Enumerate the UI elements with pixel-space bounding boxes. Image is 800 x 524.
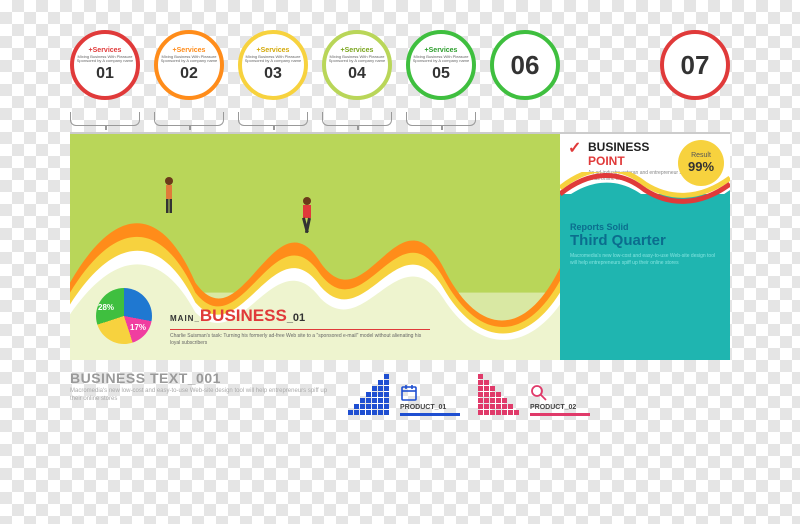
brace	[238, 112, 308, 126]
product-01: PRODUCT_01	[348, 370, 460, 416]
brace-row	[70, 112, 730, 126]
product-rule	[530, 413, 590, 416]
service-tag: +Services	[89, 47, 122, 54]
footer-caption: Macromedia's new low-cost and easy-to-us…	[70, 388, 330, 404]
search-icon	[530, 384, 548, 402]
mb-suffix: _01	[287, 312, 305, 324]
product-02-chart	[478, 370, 524, 416]
third-quarter-box: Reports Solid Third Quarter Macromedia's…	[560, 194, 730, 360]
service-sub: Mixing Business With Pleasure Sponsored …	[74, 55, 136, 64]
mb-caption: Charlie Suisman's task: Turning his form…	[170, 333, 430, 346]
mb-prefix: MAIN_	[170, 314, 200, 323]
tq-top: Reports Solid	[570, 222, 720, 232]
brace	[154, 112, 224, 126]
tq-sub: Macromedia's new low-cost and easy-to-us…	[570, 253, 720, 266]
big-num: 07	[681, 50, 710, 81]
service-sub: Mixing Business With Pleasure Sponsored …	[410, 55, 472, 64]
main-business-block: MAIN_BUSINESS_01 Charlie Suisman's task:…	[170, 306, 430, 346]
footer-text: BUSINESS TEXT_001 Macromedia's new low-c…	[70, 370, 330, 404]
bp-word-b: POINT	[588, 154, 625, 168]
service-num: 05	[432, 65, 450, 83]
pie-label-17: 17%	[130, 323, 146, 332]
service-num: 02	[180, 65, 198, 83]
service-sub: Mixing Business With Pleasure Sponsored …	[158, 55, 220, 64]
service-num: 04	[348, 65, 366, 83]
product-02: PRODUCT_02	[478, 370, 590, 416]
brace	[406, 112, 476, 126]
service-num: 03	[264, 65, 282, 83]
product-01-chart	[348, 370, 394, 416]
check-icon: ✓	[568, 138, 581, 158]
person-figure	[160, 176, 178, 216]
service-circle-01: +Services Mixing Business With Pleasure …	[70, 30, 140, 100]
result-label: Result	[691, 152, 711, 159]
bp-word-a: BUSINESS	[588, 140, 649, 154]
service-sub: Mixing Business With Pleasure Sponsored …	[326, 55, 388, 64]
infographic-canvas: +Services Mixing Business With Pleasure …	[70, 30, 730, 470]
service-circle-02: +Services Mixing Business With Pleasure …	[154, 30, 224, 100]
person-figure	[298, 196, 316, 236]
footer-row: BUSINESS TEXT_001 Macromedia's new low-c…	[70, 370, 730, 416]
service-num: 01	[96, 65, 114, 83]
service-tag: +Services	[341, 47, 374, 54]
service-tag: +Services	[425, 47, 458, 54]
product-01-label: PRODUCT_01	[400, 404, 460, 411]
service-circle-04: +Services Mixing Business With Pleasure …	[322, 30, 392, 100]
wave-panel: 28% 17% MAIN_BUSINESS_01 Charlie Suisman…	[70, 134, 560, 360]
calendar-icon	[400, 384, 418, 402]
pie-label-28: 28%	[98, 303, 114, 312]
service-sub: Mixing Business With Pleasure Sponsored …	[242, 55, 304, 64]
footer-heading: BUSINESS TEXT_001	[70, 370, 330, 386]
product-02-label: PRODUCT_02	[530, 404, 590, 411]
main-panel: 28% 17% MAIN_BUSINESS_01 Charlie Suisman…	[70, 132, 730, 360]
brace	[322, 112, 392, 126]
mb-word: BUSINESS	[200, 306, 287, 325]
brace	[70, 112, 140, 126]
service-tag: +Services	[173, 47, 206, 54]
service-circle-03: +Services Mixing Business With Pleasure …	[238, 30, 308, 100]
service-tag: +Services	[257, 47, 290, 54]
product-rule	[400, 413, 460, 416]
tq-wave-top	[560, 172, 730, 212]
big-num: 06	[511, 50, 540, 81]
mb-rule	[170, 329, 430, 330]
right-column: ✓ BUSINESS POINT An ad-industry veteran …	[560, 134, 730, 360]
number-circle-07: 07	[660, 30, 730, 100]
pie-chart	[96, 288, 152, 344]
number-circle-06: 06	[490, 30, 560, 100]
services-circle-row: +Services Mixing Business With Pleasure …	[70, 30, 730, 110]
tq-main: Third Quarter	[570, 232, 720, 249]
service-circle-05: +Services Mixing Business With Pleasure …	[406, 30, 476, 100]
